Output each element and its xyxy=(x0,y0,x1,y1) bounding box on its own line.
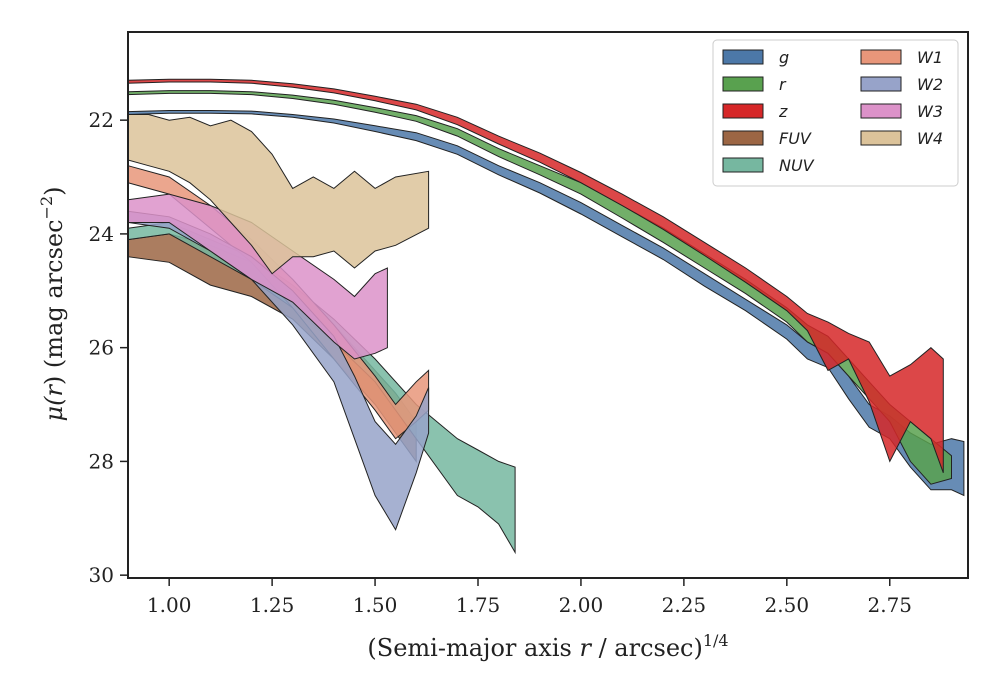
legend-label-z: z xyxy=(778,102,788,121)
legend-swatch-r xyxy=(722,76,764,92)
legend-label-w3: W3 xyxy=(917,102,943,121)
y-tick-label: 22 xyxy=(89,108,114,132)
x-axis-label: (Semi-major axis r / arcsec)1/4 xyxy=(367,631,728,662)
legend-swatch-fuv xyxy=(722,130,764,146)
series-layer xyxy=(127,78,965,555)
x-tick-label: 2.25 xyxy=(662,593,707,617)
legend-label-g: g xyxy=(779,48,789,67)
x-tick-label: 1.50 xyxy=(353,593,398,617)
series-band-w4 xyxy=(127,114,430,275)
legend-label-fuv: FUV xyxy=(779,129,812,148)
x-axis-ticks: 1.00 1.25 1.50 1.75 2.00 2.25 2.50 2.75 xyxy=(147,578,912,617)
legend-label-w1: W1 xyxy=(917,48,943,67)
legend-swatch-w2 xyxy=(860,76,902,92)
series-band-r xyxy=(127,90,952,485)
x-tick-label: 1.00 xyxy=(147,593,192,617)
legend-label-w2: W2 xyxy=(917,75,943,94)
legend-label-r: r xyxy=(779,75,787,94)
y-axis-ticks: 22 24 26 28 30 xyxy=(89,108,128,587)
y-tick-label: 28 xyxy=(89,449,114,473)
y-tick-label: 30 xyxy=(89,563,114,587)
legend-swatch-z xyxy=(722,103,764,119)
x-tick-label: 1.25 xyxy=(250,593,295,617)
y-axis-label: μ(r) (mag arcsec−2) xyxy=(37,186,68,421)
legend-swatch-nuv xyxy=(722,157,764,173)
legend: grz FUV NUV W1 W2 W3 W4 xyxy=(712,39,959,187)
legend-swatch-g xyxy=(722,49,764,65)
series-band-z xyxy=(127,78,944,473)
y-tick-label: 26 xyxy=(89,336,114,360)
plot-frame xyxy=(127,31,969,579)
series-band-g xyxy=(127,110,965,497)
x-tick-label: 1.75 xyxy=(456,593,501,617)
legend-swatch-w4 xyxy=(860,130,902,146)
legend-label-nuv: NUV xyxy=(779,156,815,175)
legend-swatch-w3 xyxy=(860,103,902,119)
y-tick-label: 24 xyxy=(89,222,114,246)
legend-label-w4: W4 xyxy=(917,129,943,148)
x-tick-label: 2.75 xyxy=(867,593,912,617)
legend-swatch-w1 xyxy=(860,49,902,65)
x-tick-label: 2.50 xyxy=(765,593,810,617)
x-tick-label: 2.00 xyxy=(559,593,604,617)
